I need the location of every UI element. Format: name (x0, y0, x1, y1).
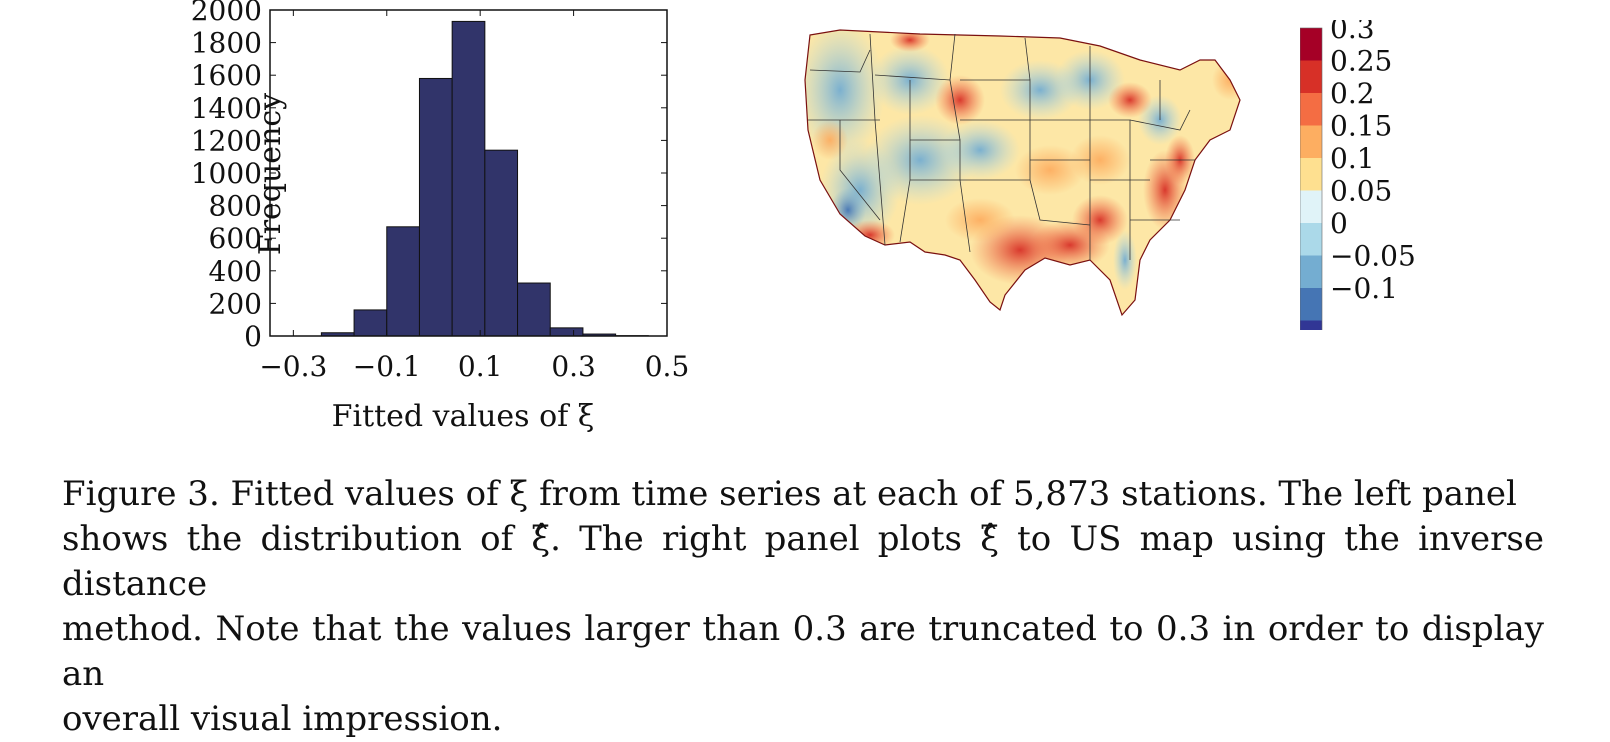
x-tick-label: 0.5 (645, 350, 690, 383)
colorbar-tick-label: 0.05 (1330, 175, 1392, 208)
us-map (800, 20, 1300, 340)
y-tick-label: 1200 (191, 124, 262, 157)
histogram-bar (419, 78, 452, 336)
x-tick-label: 0.3 (551, 350, 596, 383)
caption-line-4: overall visual impression. (62, 697, 1544, 742)
colorbar-labels: 0.30.250.20.150.10.050−0.05−0.1 (1330, 20, 1416, 305)
y-tick-label: 1800 (191, 27, 262, 60)
y-tick-label: 2000 (191, 0, 262, 27)
colorbar-tick-label: 0 (1330, 207, 1348, 240)
colorbar-swatch (1300, 61, 1322, 94)
colorbar-swatch (1300, 288, 1322, 321)
histogram-bar (485, 150, 518, 336)
colorbar-tick-label: 0.25 (1330, 45, 1392, 78)
colorbar-tick-label: 0.1 (1330, 142, 1375, 175)
x-tick-label: −0.3 (259, 350, 327, 383)
colorbar-swatch (1300, 191, 1322, 224)
map-fill (800, 20, 1300, 340)
y-tick-label: 1400 (191, 92, 262, 125)
histogram-bar (550, 328, 583, 336)
histogram-bar (452, 21, 485, 336)
colorbar-tick-label: −0.05 (1330, 240, 1416, 273)
colorbar-swatch (1300, 93, 1322, 126)
y-tick-label: 1600 (191, 59, 262, 92)
x-axis-label: Fitted values of ξ (332, 399, 595, 434)
colorbar-swatch (1300, 256, 1322, 289)
colorbar-swatch (1300, 126, 1322, 159)
colorbar-swatch (1300, 321, 1322, 331)
colorbar-tick-label: 0.2 (1330, 77, 1375, 110)
y-tick-label: 200 (209, 287, 262, 320)
colorbar-swatch (1300, 223, 1322, 256)
histogram-bar (518, 283, 551, 336)
colorbar-swatch (1300, 28, 1322, 61)
caption-line-3: method. Note that the values larger than… (62, 607, 1544, 697)
y-tick-label: 0 (244, 320, 262, 353)
colorbar-tick-label: 0.15 (1330, 110, 1392, 143)
y-tick-label: 400 (209, 255, 262, 288)
histogram-chart: 0200400600800100012001400160018002000−0.… (120, 0, 700, 450)
figure-caption: Figure 3. Fitted values of ξ from time s… (62, 472, 1544, 742)
y-axis-label: Frequency (253, 93, 288, 255)
colorbar-swatches (1300, 28, 1322, 330)
colorbar-swatch (1300, 158, 1322, 191)
y-tick-label: 1000 (191, 157, 262, 190)
x-tick-label: 0.1 (458, 350, 503, 383)
colorbar: 0.30.250.20.150.10.050−0.05−0.1 (1300, 20, 1420, 330)
histogram-bar (387, 227, 420, 336)
histogram-bar (354, 310, 387, 336)
caption-line-2: shows the distribution of ξ̂. The right … (62, 517, 1544, 607)
caption-line-1: Figure 3. Fitted values of ξ from time s… (62, 472, 1544, 517)
colorbar-tick-label: −0.1 (1330, 272, 1398, 305)
x-tick-label: −0.1 (353, 350, 421, 383)
colorbar-tick-label: 0.3 (1330, 20, 1375, 45)
